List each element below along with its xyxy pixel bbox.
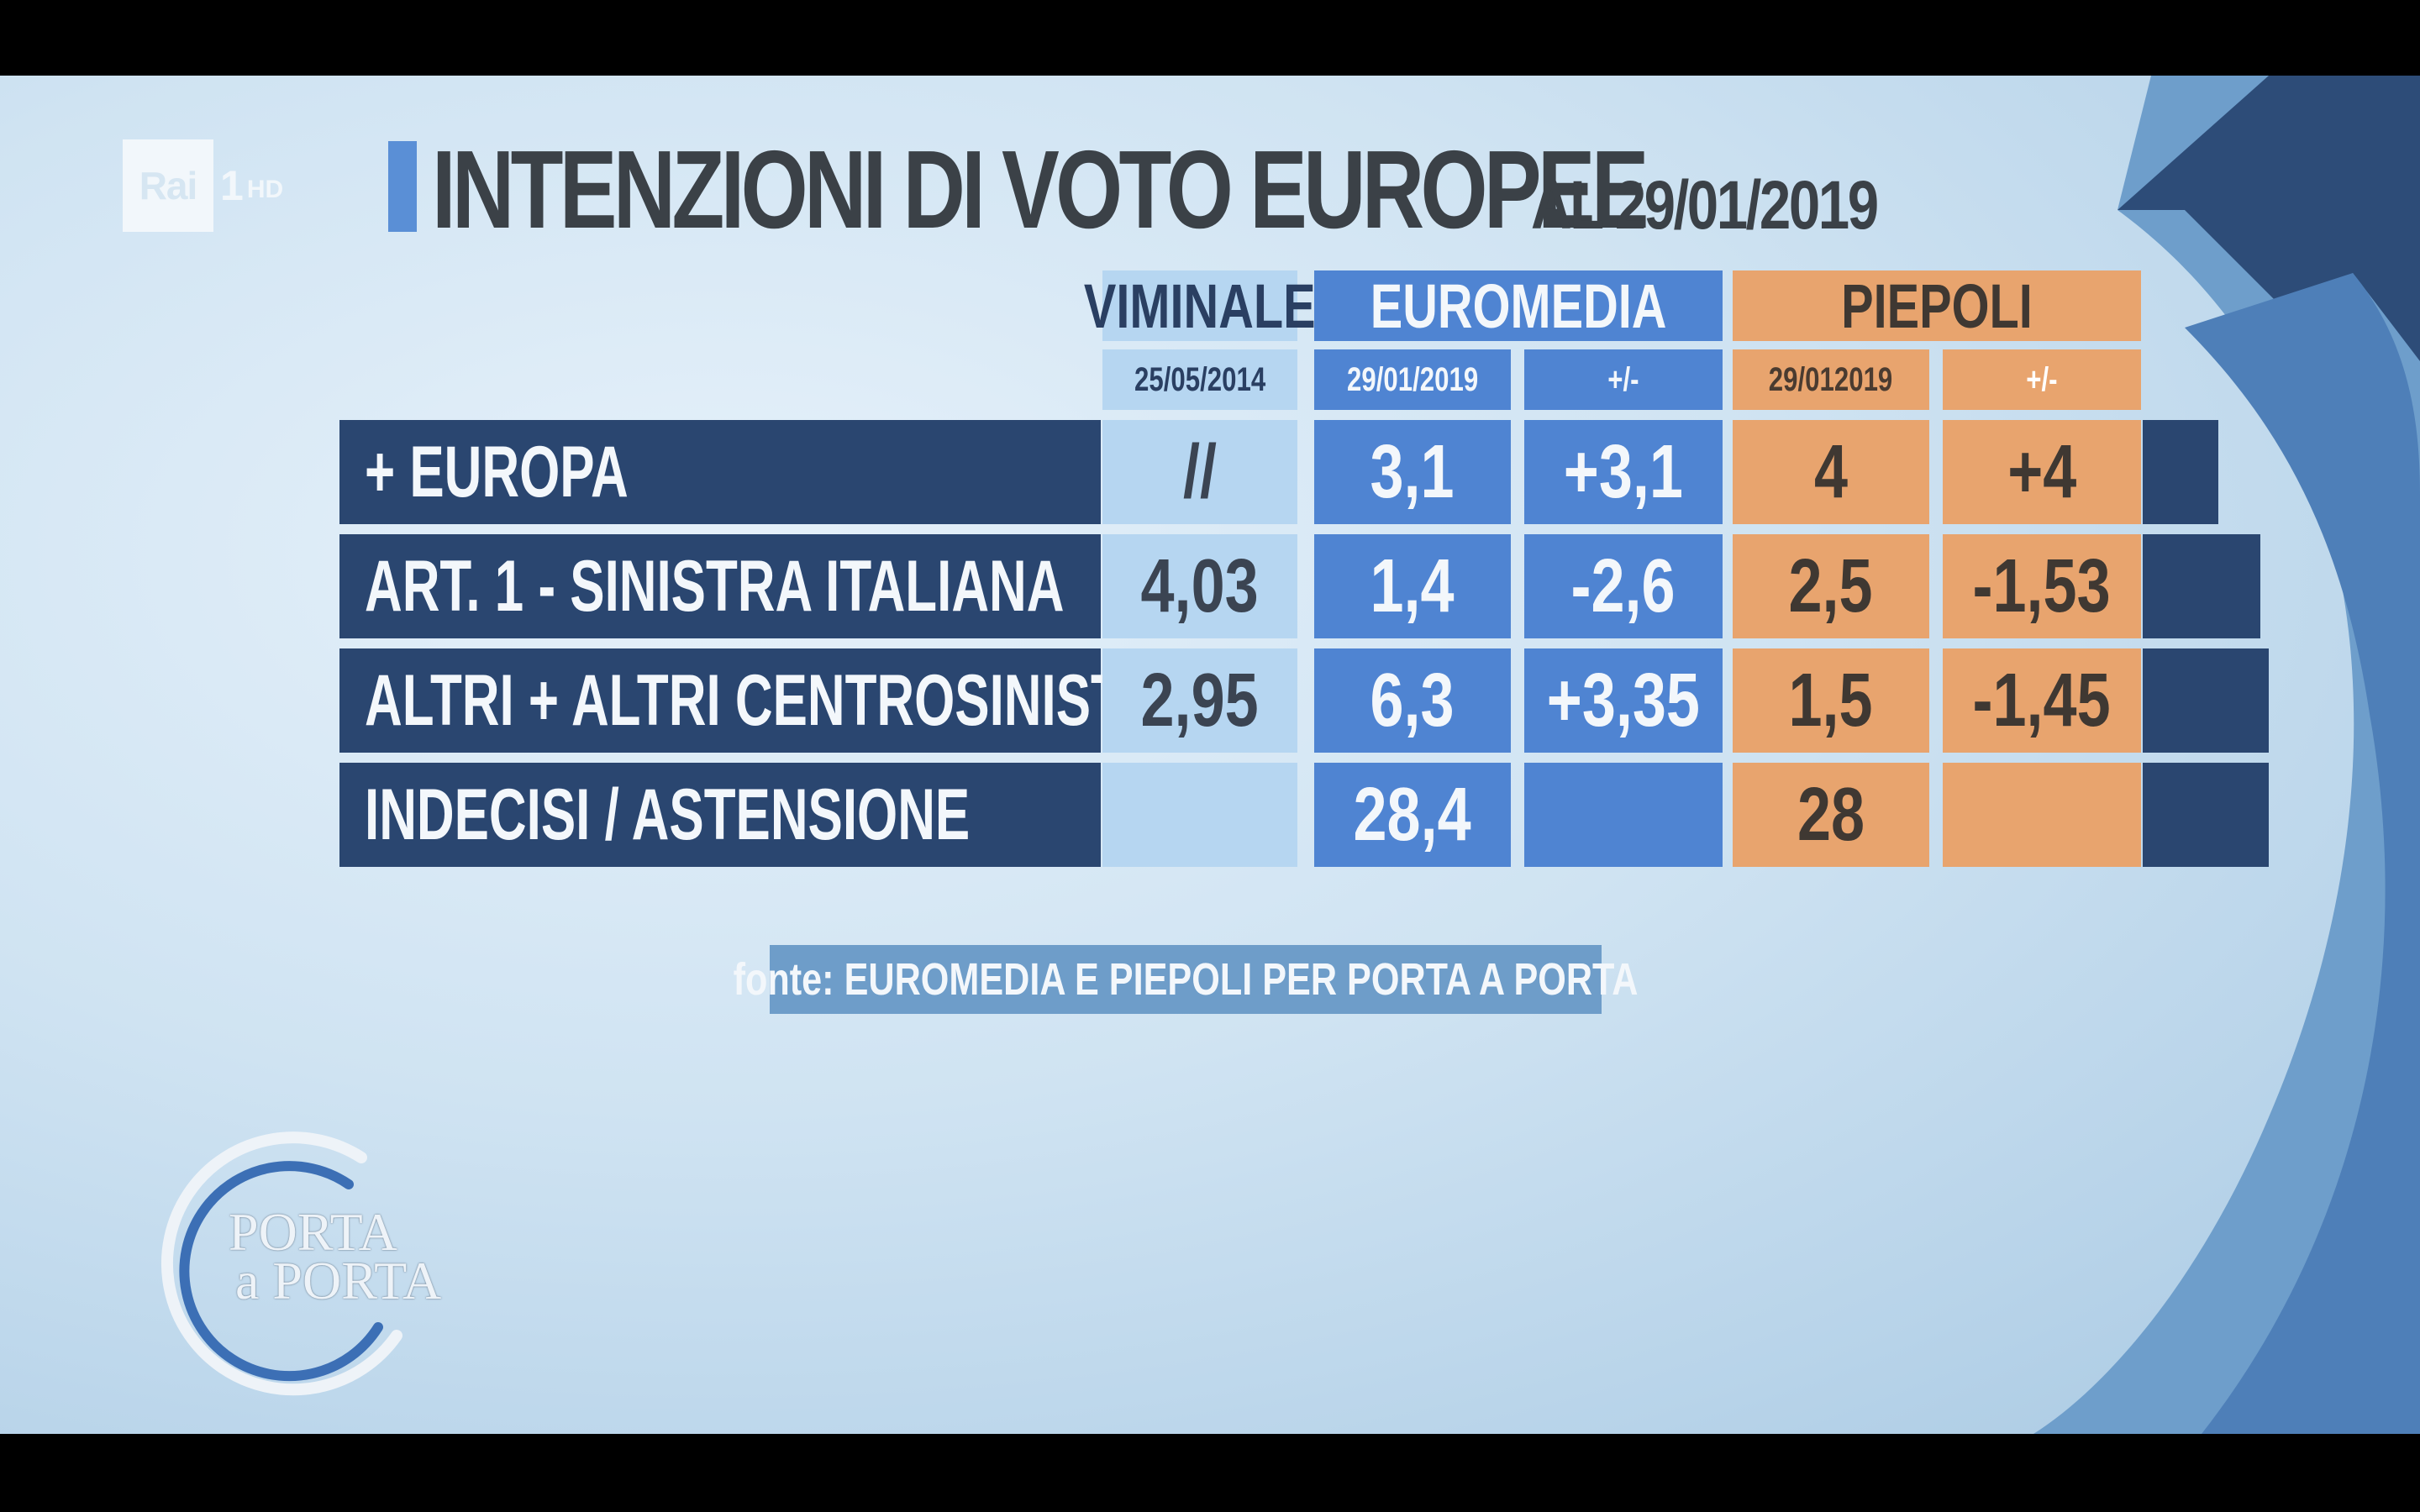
subheader-euromedia-date: 29/01/2019 xyxy=(1314,349,1511,410)
cell-value: -2,6 xyxy=(1570,543,1676,628)
channel-number: 1 xyxy=(220,162,244,209)
subheader-viminale-date: 25/05/2014 xyxy=(1102,349,1297,410)
cell-piepoli: 2,5 xyxy=(1733,534,1929,638)
ring-dark-arrow xyxy=(2118,76,2420,361)
cell-value: +4 xyxy=(2007,429,2077,514)
logo-line2: a PORTA xyxy=(235,1251,442,1310)
row-label-text: INDECISI / ASTENSIONE xyxy=(365,774,971,855)
row-label-text: ART. 1 - SINISTRA ITALIANA xyxy=(365,545,1065,627)
row-label-altri-centrosinistra: ALTRI + ALTRI CENTROSINISTRA xyxy=(339,648,1197,753)
cell-viminale xyxy=(1102,763,1297,867)
cell-value: 4 xyxy=(1813,429,1849,514)
row-label-sinistra-italiana: ART. 1 - SINISTRA ITALIANA xyxy=(339,534,1101,638)
title-accent-bar xyxy=(388,141,417,232)
subheader-piepoli-date-label: 29/012019 xyxy=(1769,360,1893,398)
source-note-text: fonte: EUROMEDIA E PIEPOLI PER PORTA A P… xyxy=(733,954,1639,1005)
channel-hd-badge: HD xyxy=(246,176,284,203)
cell-euromedia: 6,3 xyxy=(1314,648,1511,753)
cell-value: 6,3 xyxy=(1370,658,1455,743)
cell-piepoli-delta: -1,45 xyxy=(1943,648,2141,753)
cell-euromedia-delta xyxy=(1524,763,1723,867)
cell-euromedia-delta: -2,6 xyxy=(1524,534,1723,638)
row-label-text: ALTRI + ALTRI CENTROSINISTRA xyxy=(365,659,1198,741)
cell-viminale: 4,03 xyxy=(1102,534,1297,638)
row-tail xyxy=(2143,534,2260,638)
subheader-euromedia-date-label: 29/01/2019 xyxy=(1346,360,1479,398)
header-euromedia-label: EUROMEDIA xyxy=(1370,270,1667,341)
cell-value: 2,5 xyxy=(1788,543,1874,628)
cell-piepoli-delta xyxy=(1943,763,2141,867)
cell-piepoli-delta: +4 xyxy=(1943,420,2141,524)
page-title: INTENZIONI DI VOTO EUROPEE xyxy=(432,126,1987,253)
cell-piepoli: 28 xyxy=(1733,763,1929,867)
cell-piepoli-delta: -1,53 xyxy=(1943,534,2141,638)
header-viminale-label: VIMINALE xyxy=(1084,270,1316,341)
row-tail xyxy=(2143,648,2269,753)
cell-viminale: // xyxy=(1102,420,1297,524)
title-date: AL 29/01/2019 xyxy=(1531,167,1879,244)
background-decoration xyxy=(2033,76,2420,1434)
title-main: INTENZIONI DI VOTO EUROPEE xyxy=(432,128,1649,251)
subheader-piepoli-delta: +/- xyxy=(1943,349,2141,410)
rai-logo-box: Rai xyxy=(123,139,213,232)
subheader-viminale-date-label: 25/05/2014 xyxy=(1134,360,1266,398)
subheader-piepoli-date: 29/012019 xyxy=(1733,349,1929,410)
cell-value: // xyxy=(1182,429,1217,514)
header-piepoli: PIEPOLI xyxy=(1733,270,2141,341)
cell-piepoli: 1,5 xyxy=(1733,648,1929,753)
subheader-euromedia-delta-label: +/- xyxy=(1607,360,1639,398)
cell-value: 1,5 xyxy=(1788,658,1874,743)
row-label-europa: + EUROPA xyxy=(339,420,1101,524)
tv-screen: Rai 1 HD INTENZIONI DI VOTO EUROPEE AL 2… xyxy=(0,76,2420,1434)
cell-piepoli: 4 xyxy=(1733,420,1929,524)
row-tail xyxy=(2143,763,2269,867)
cell-euromedia: 1,4 xyxy=(1314,534,1511,638)
cell-value: 1,4 xyxy=(1370,543,1455,628)
cell-value: +3,1 xyxy=(1563,429,1684,514)
source-note: fonte: EUROMEDIA E PIEPOLI PER PORTA A P… xyxy=(734,945,1638,1014)
cell-euromedia-delta: +3,1 xyxy=(1524,420,1723,524)
channel-logo: Rai 1 HD xyxy=(123,139,283,232)
header-euromedia: EUROMEDIA xyxy=(1314,270,1723,341)
row-tail xyxy=(2143,420,2218,524)
ring-mid-band xyxy=(2185,273,2420,1434)
subheader-euromedia-delta: +/- xyxy=(1524,349,1723,410)
cell-euromedia: 28,4 xyxy=(1314,763,1511,867)
header-piepoli-label: PIEPOLI xyxy=(1841,270,2033,341)
subheader-piepoli-delta-label: +/- xyxy=(2026,360,2058,398)
cell-value: 2,95 xyxy=(1140,658,1260,743)
cell-euromedia-delta: +3,35 xyxy=(1524,648,1723,753)
cell-value: +3,35 xyxy=(1546,658,1701,743)
cell-value: -1,45 xyxy=(1972,658,2112,743)
porta-a-porta-wordmark: PORTA a PORTA xyxy=(229,1202,442,1310)
cell-value: 4,03 xyxy=(1140,543,1260,628)
cell-value: 3,1 xyxy=(1370,429,1455,514)
rai-brand: Rai xyxy=(139,164,198,207)
header-viminale: VIMINALE xyxy=(1084,270,1316,341)
logo-line1: PORTA xyxy=(229,1202,397,1262)
cell-value: 28,4 xyxy=(1353,772,1472,857)
cell-euromedia: 3,1 xyxy=(1314,420,1511,524)
row-label-indecisi: INDECISI / ASTENSIONE xyxy=(339,763,1101,867)
row-label-text: + EUROPA xyxy=(365,431,629,512)
cell-viminale: 2,95 xyxy=(1102,648,1297,753)
cell-value: 28 xyxy=(1797,772,1865,857)
cell-value: -1,53 xyxy=(1972,543,2112,628)
